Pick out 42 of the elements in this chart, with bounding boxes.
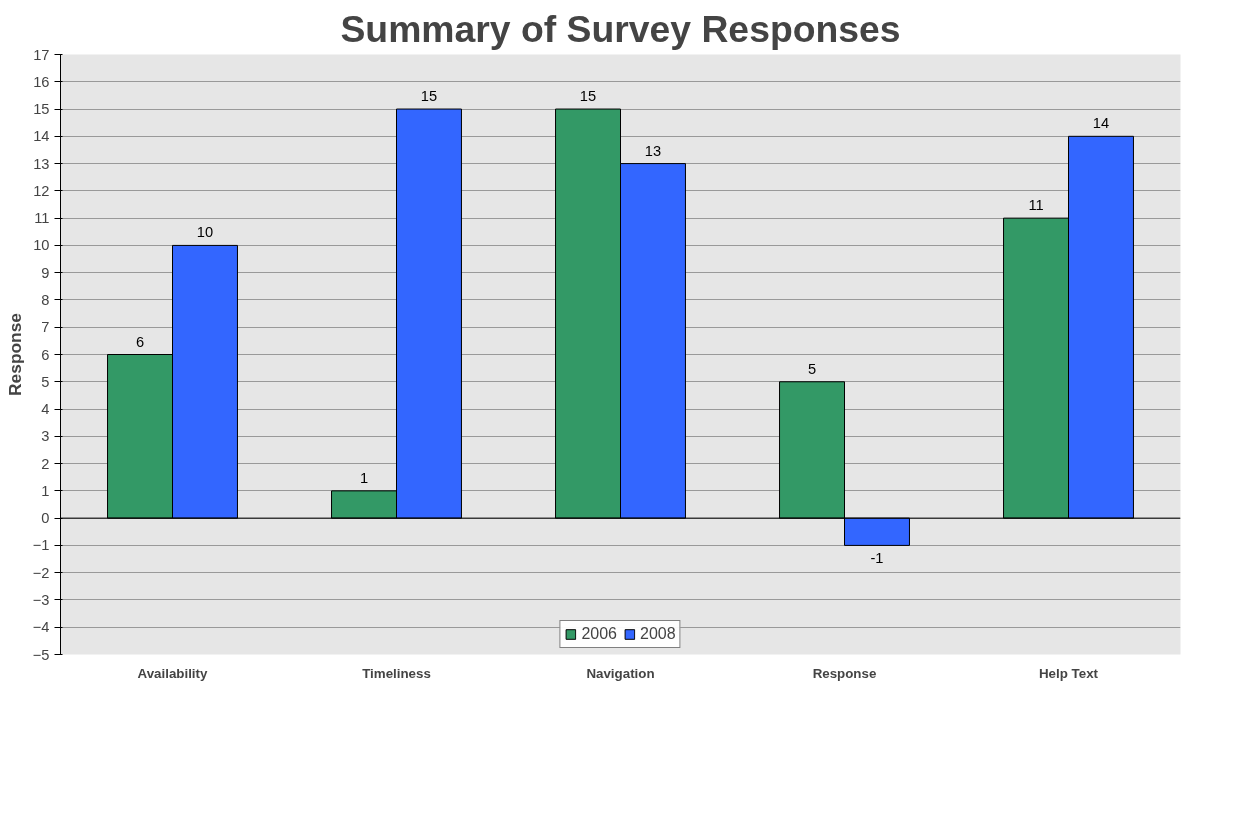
data-label: 10 [196,224,214,241]
y-tick-label: 16 [33,73,50,90]
y-tick-label: 9 [41,264,50,281]
x-tick-label: Response [812,665,877,681]
y-tick-label: −3 [32,591,50,608]
data-label: 6 [135,333,145,350]
y-tick-label: 14 [33,128,50,145]
data-label: 13 [644,142,662,159]
x-tick-label: Navigation [586,665,655,681]
legend-label: 2006 [581,625,617,643]
y-tick-label: −5 [32,646,50,663]
y-tick-label: 11 [34,210,50,227]
data-label: 5 [807,360,817,377]
y-tick-label: 17 [33,46,50,63]
x-tick-label: Availability [137,665,209,681]
chart-title: Summary of Survey Responses [340,7,901,50]
y-tick-label: 5 [41,373,50,390]
y-tick-label: 15 [33,101,50,118]
y-tick-label: 3 [41,428,50,445]
y-tick-label: −4 [32,619,50,636]
y-tick-label: 1 [41,482,50,499]
y-tick-label: 10 [33,237,50,254]
legend-label: 2008 [640,625,676,643]
y-axis-title: Response [4,312,25,396]
y-tick-label: 13 [33,155,50,172]
data-label: 11 [1028,197,1044,214]
y-tick-label: 6 [41,346,50,363]
data-label: 15 [579,88,597,105]
x-tick-label: Timeliness [362,665,431,681]
y-tick-label: 2 [41,455,50,472]
y-tick-label: 12 [33,182,50,199]
data-label: 14 [1092,115,1110,132]
y-tick-label: −1 [32,537,50,554]
y-tick-label: 8 [41,291,50,308]
data-label: 15 [420,88,438,105]
y-tick-label: 4 [41,401,50,418]
data-label: -1 [870,550,884,567]
x-tick-label: Help Text [1039,665,1099,681]
y-tick-label: 0 [41,510,50,527]
y-tick-label: 7 [41,319,50,336]
y-tick-label: −2 [32,564,50,581]
data-label: 1 [359,469,369,486]
